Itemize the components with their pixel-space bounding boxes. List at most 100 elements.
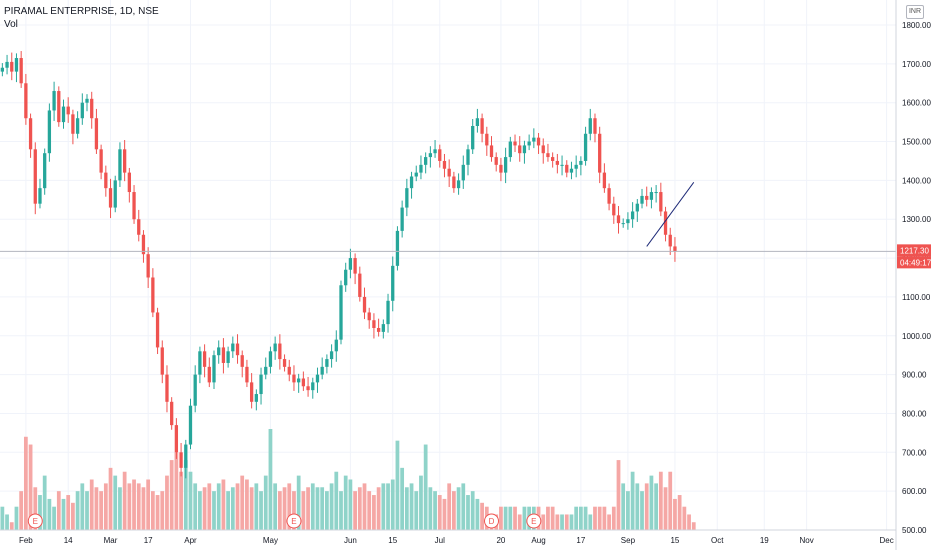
volume-bar bbox=[630, 471, 635, 530]
candle-body bbox=[414, 172, 418, 177]
candle-body bbox=[518, 145, 522, 154]
candle-body bbox=[90, 98, 94, 119]
volume-bar bbox=[136, 483, 141, 530]
price-tick-label: 1700.00 bbox=[902, 60, 931, 69]
volume-bar bbox=[550, 506, 555, 530]
volume-bar bbox=[19, 491, 24, 530]
candle-body bbox=[198, 351, 202, 375]
volume-bar bbox=[273, 483, 278, 530]
volume-bar bbox=[564, 514, 569, 530]
candle-body bbox=[593, 118, 597, 134]
candle-body bbox=[245, 366, 249, 383]
volume-bar bbox=[47, 498, 52, 530]
volume-bar bbox=[52, 506, 56, 530]
candle-body bbox=[381, 324, 385, 332]
event-marker-label: E bbox=[291, 517, 296, 526]
candle-body bbox=[301, 378, 306, 387]
time-tick-label: Mar bbox=[104, 536, 118, 545]
volume-bar bbox=[254, 483, 259, 530]
volume-bar bbox=[386, 483, 390, 530]
time-tick-label: Apr bbox=[184, 536, 197, 545]
volume-bar bbox=[414, 491, 419, 530]
time-tick-label: 20 bbox=[496, 536, 505, 545]
candle-body bbox=[85, 98, 89, 103]
candle-body bbox=[372, 320, 376, 328]
candle-body bbox=[391, 265, 395, 301]
volume-bar bbox=[277, 491, 282, 530]
price-tick-label: 1300.00 bbox=[902, 215, 931, 224]
candle-body bbox=[160, 347, 164, 375]
volume-bar bbox=[593, 506, 597, 530]
candle-body bbox=[137, 219, 141, 235]
last-price-value: 1217.30 bbox=[900, 246, 929, 255]
volume-bar bbox=[404, 487, 409, 530]
time-tick-label: Aug bbox=[531, 536, 545, 545]
candle-body bbox=[132, 192, 136, 220]
candle-body bbox=[108, 188, 113, 208]
candle-body bbox=[231, 343, 235, 352]
volume-bar bbox=[306, 487, 310, 530]
candle-body bbox=[28, 118, 33, 150]
candle-body bbox=[673, 246, 677, 252]
candle-body bbox=[226, 351, 230, 363]
volume-bar bbox=[334, 471, 339, 530]
time-tick-label: Nov bbox=[800, 536, 814, 545]
candle-body bbox=[400, 207, 404, 231]
candle-body bbox=[0, 67, 4, 72]
volume-bar bbox=[376, 487, 381, 530]
volume-bar bbox=[245, 479, 249, 530]
candle-body bbox=[386, 300, 390, 325]
candle-body bbox=[52, 91, 56, 111]
volume-bar bbox=[150, 491, 155, 530]
volume-bar bbox=[61, 498, 66, 530]
time-tick-label: 17 bbox=[576, 536, 585, 545]
candle-body bbox=[287, 366, 291, 375]
candle-body bbox=[409, 176, 414, 189]
volume-bar bbox=[470, 491, 475, 530]
candle-body bbox=[174, 425, 179, 453]
volume-bar bbox=[433, 491, 437, 530]
candle-body bbox=[104, 172, 108, 189]
candle-body bbox=[626, 219, 630, 224]
candle-body bbox=[57, 91, 61, 123]
volume-bar bbox=[607, 514, 611, 530]
volume-bar bbox=[38, 495, 42, 530]
candle-body bbox=[207, 366, 211, 383]
candle-body bbox=[546, 153, 550, 158]
countdown-tag bbox=[897, 256, 931, 269]
volume-bar bbox=[113, 475, 118, 530]
volume-bar bbox=[367, 491, 372, 530]
candle-body bbox=[362, 296, 367, 313]
volume-bar bbox=[503, 506, 508, 530]
volume-bar bbox=[640, 491, 644, 530]
volume-bar bbox=[160, 491, 165, 530]
volume-bar bbox=[66, 495, 71, 530]
volume-bar bbox=[390, 479, 395, 530]
candle-body bbox=[551, 157, 555, 161]
currency-button[interactable]: INR bbox=[906, 5, 924, 19]
volume-bar bbox=[597, 506, 602, 530]
volume-bar bbox=[179, 471, 183, 530]
volume-bar bbox=[381, 483, 386, 530]
price-tick-label: 1000.00 bbox=[902, 332, 931, 341]
event-marker bbox=[526, 513, 542, 529]
volume-bar bbox=[423, 444, 428, 530]
volume-bar bbox=[310, 483, 315, 530]
candle-body bbox=[616, 215, 621, 224]
candle-body bbox=[127, 172, 131, 193]
candle-body bbox=[508, 141, 512, 158]
candle-body bbox=[344, 269, 348, 286]
candle-body bbox=[466, 149, 470, 165]
volume-bar bbox=[447, 483, 452, 530]
volume-bar bbox=[249, 487, 254, 530]
candle-body bbox=[522, 145, 527, 154]
event-marker bbox=[27, 513, 43, 529]
price-tick-label: 1100.00 bbox=[902, 293, 931, 302]
candle-body bbox=[485, 133, 489, 146]
candle-body bbox=[513, 141, 517, 146]
volume-bar bbox=[216, 483, 221, 530]
price-tick-label: 800.00 bbox=[902, 409, 927, 418]
candle-body bbox=[306, 386, 310, 391]
